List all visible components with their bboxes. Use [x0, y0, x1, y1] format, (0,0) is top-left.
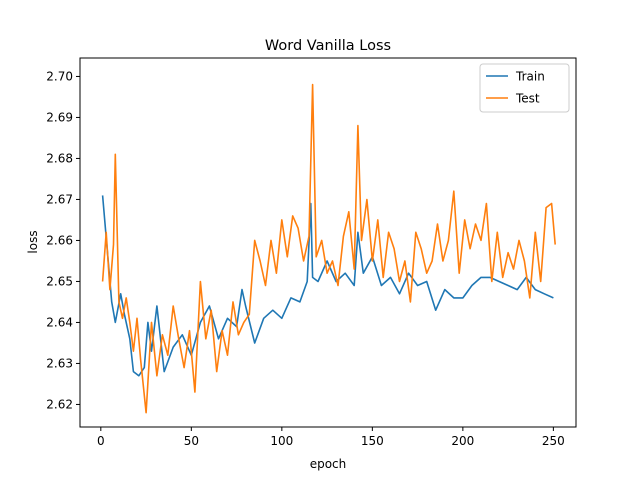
y-tick-label: 2.64: [46, 315, 73, 329]
legend-test-label: Test: [515, 92, 540, 106]
y-axis: 2.62 2.63 2.64 2.65 2.66 2.67 2.68 2.69 2.70: [46, 69, 80, 411]
legend: Train Test: [479, 63, 570, 113]
series-line-test: [101, 83, 556, 414]
x-tick-label: 100: [270, 434, 293, 448]
plot-area: [101, 83, 556, 414]
x-tick-label: 200: [451, 434, 474, 448]
y-tick-label: 2.65: [46, 274, 73, 288]
y-tick-label: 2.67: [46, 192, 73, 206]
x-tick-label: 150: [361, 434, 384, 448]
y-tick-label: 2.70: [46, 69, 73, 83]
x-axis: 0 50 100 150 200 250: [97, 427, 565, 448]
y-tick-label: 2.68: [46, 151, 73, 165]
x-tick-label: 50: [184, 434, 199, 448]
y-tick-label: 2.63: [46, 356, 73, 370]
y-tick-label: 2.69: [46, 110, 73, 124]
y-tick-label: 2.66: [46, 233, 73, 247]
x-axis-label: epoch: [310, 457, 347, 471]
chart-title: Word Vanilla Loss: [265, 38, 391, 54]
x-tick-label: 0: [97, 434, 105, 448]
x-tick-label: 250: [542, 434, 565, 448]
legend-train-label: Train: [515, 70, 545, 84]
y-axis-label: loss: [26, 230, 40, 253]
axes-frame: [79, 57, 577, 428]
y-tick-label: 2.62: [46, 397, 73, 411]
series-line-train: [101, 195, 554, 377]
